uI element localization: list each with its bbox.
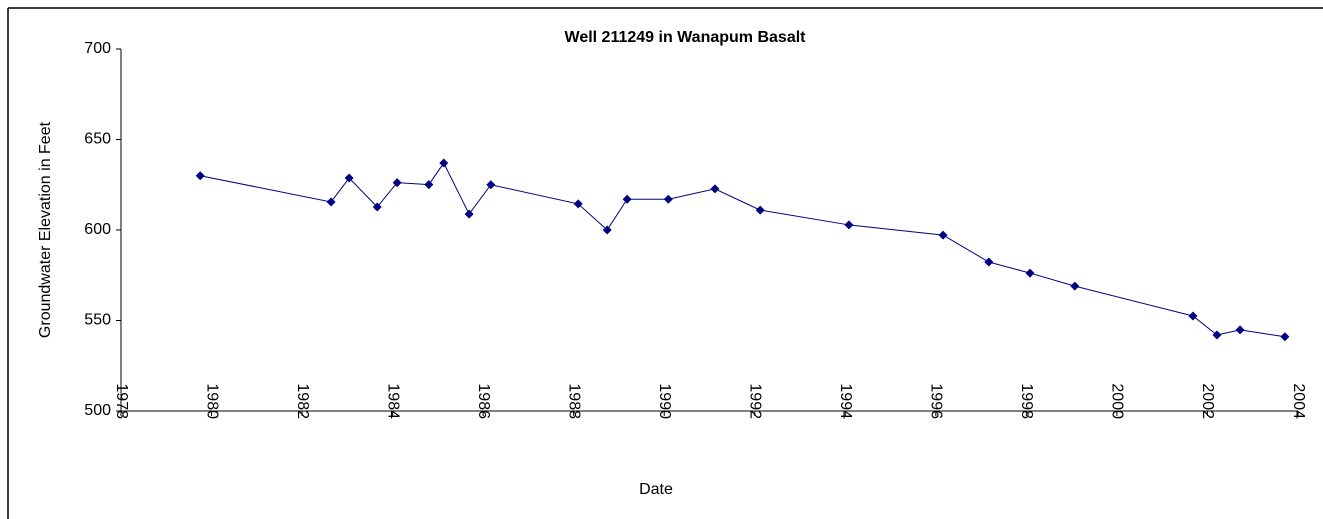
y-tick-label: 600 [84,221,111,238]
y-tick-label: 500 [84,402,111,419]
data-point [424,180,434,190]
x-tick-label: 1988 [565,383,582,419]
x-tick-label: 2004 [1290,383,1307,419]
x-tick-label: 2002 [1199,383,1216,419]
data-point [1070,281,1080,291]
x-tick-label: 1986 [475,383,492,419]
data-point [755,205,765,215]
data-point [1280,332,1290,342]
data-point [1235,325,1245,335]
y-tick-label: 650 [84,131,111,148]
data-point [663,194,673,204]
x-tick-label: 1982 [294,383,311,419]
x-tick-label: 2000 [1109,383,1126,419]
data-point [1212,330,1222,340]
data-point [602,225,612,235]
series-line [200,162,1285,338]
y-tick-label: 700 [84,40,111,57]
data-point [372,202,382,212]
data-point [573,199,583,209]
x-tick-label: 1998 [1018,383,1035,419]
x-axis-label: Date [639,481,673,498]
x-tick-label: 1978 [113,383,130,419]
x-tick-label: 1984 [384,383,401,419]
x-tick-label: 1992 [747,383,764,419]
data-point [938,230,948,240]
y-axis-label: Groundwater Elevation in Feet [37,121,54,338]
data-point [392,178,402,188]
data-point [439,158,449,168]
data-point [710,184,720,194]
data-point [984,257,994,267]
data-point [486,180,496,190]
y-tick-label: 550 [84,312,111,329]
data-point [326,197,336,207]
data-point [464,209,474,219]
x-tick-label: 1990 [656,383,673,419]
x-tick-label: 1980 [203,383,220,419]
data-point [622,194,632,204]
data-point [195,171,205,181]
x-tick-label: 1996 [928,383,945,419]
data-point [1188,311,1198,321]
data-point [1025,268,1035,278]
data-point [344,173,354,183]
x-tick-label: 1994 [837,383,854,419]
chart-title: Well 211249 in Wanapum Basalt [565,29,807,46]
data-point [844,220,854,230]
